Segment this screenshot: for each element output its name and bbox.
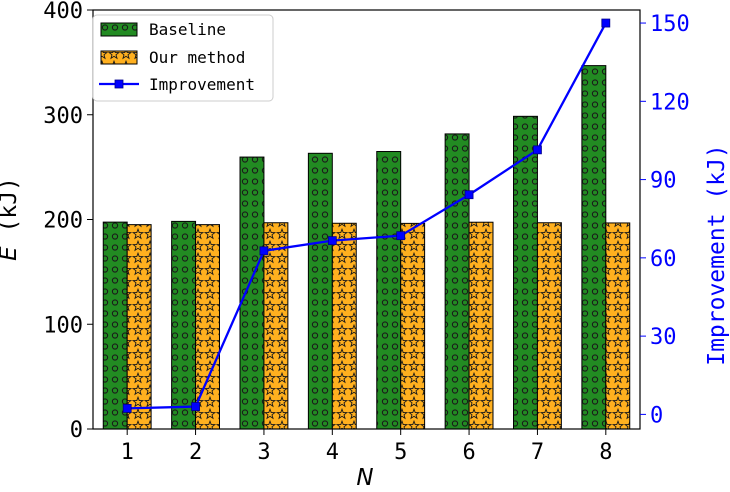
y2-tick-label: 60 bbox=[650, 247, 677, 272]
bar-hatch-baseline-6 bbox=[444, 133, 470, 430]
y-tick-label: 400 bbox=[43, 0, 83, 24]
improvement-point-2 bbox=[191, 402, 200, 411]
x-tick-label: 1 bbox=[121, 440, 134, 465]
bar-hatch-our-method-8 bbox=[605, 222, 631, 430]
bar-hatch-baseline-5 bbox=[376, 151, 402, 430]
y2-axis-label: Improvement (kJ) bbox=[704, 144, 730, 366]
bar-hatch-our-method-4 bbox=[331, 222, 357, 430]
legend-marker-improvement bbox=[114, 79, 124, 89]
bar-hatch-baseline-4 bbox=[307, 152, 333, 430]
improvement-line bbox=[127, 22, 607, 410]
y-tick-label: 300 bbox=[43, 104, 83, 129]
improvement-point-7 bbox=[533, 145, 542, 155]
bars-layer bbox=[102, 65, 631, 430]
x-tick-label: 2 bbox=[189, 440, 202, 465]
y2-tick-label: 150 bbox=[650, 12, 690, 37]
y2-tick-label: 0 bbox=[650, 403, 663, 428]
y-axis-label: E (kJ) bbox=[0, 177, 22, 261]
x-tick-label: 3 bbox=[257, 440, 270, 465]
bar-hatch-our-method-6 bbox=[468, 221, 494, 430]
x-tick-label: 6 bbox=[462, 440, 475, 465]
right-axis-ticks: 0 30 60 90 120 150 bbox=[640, 12, 690, 428]
legend-box bbox=[92, 14, 274, 102]
bar-hatch-our-method-7 bbox=[536, 222, 562, 430]
legend-label-baseline: Baseline bbox=[149, 20, 226, 39]
bar-hatch-baseline-3 bbox=[239, 156, 265, 430]
improvement-point-8 bbox=[601, 18, 611, 28]
x-tick-label: 4 bbox=[326, 440, 339, 465]
x-tick-label: 5 bbox=[394, 440, 407, 465]
bar-hatch-baseline-8 bbox=[581, 65, 607, 430]
y2-tick-label: 90 bbox=[650, 169, 677, 194]
y2-tick-label: 30 bbox=[650, 325, 677, 350]
bar-hatch-our-method-5 bbox=[400, 222, 426, 430]
left-axis-ticks: 0 100 200 300 400 bbox=[43, 0, 93, 443]
improvement-point-3 bbox=[259, 246, 269, 256]
legend-swatch-our-method-pattern bbox=[100, 50, 138, 65]
bar-hatch-baseline-2 bbox=[171, 220, 197, 430]
x-tick-label: 8 bbox=[599, 440, 612, 465]
bar-hatch-our-method-1 bbox=[126, 224, 152, 430]
improvement-point-4 bbox=[327, 236, 337, 246]
improvement-point-5 bbox=[396, 231, 406, 241]
y2-tick-label: 120 bbox=[650, 90, 690, 115]
y-tick-label: 100 bbox=[43, 313, 83, 338]
improvement-point-1 bbox=[122, 403, 132, 413]
legend: Baseline Our method Improvement bbox=[92, 14, 274, 102]
bottom-axis-ticks: 1 2 3 4 5 6 7 8 bbox=[121, 429, 612, 465]
x-axis-label: N bbox=[356, 465, 373, 491]
improvement-point-6 bbox=[464, 190, 474, 200]
x-tick-label: 7 bbox=[531, 440, 544, 465]
bar-hatch-baseline-1 bbox=[102, 221, 128, 430]
legend-label-improvement: Improvement bbox=[149, 75, 255, 94]
improvement-line-layer bbox=[122, 18, 611, 413]
y-tick-label: 200 bbox=[43, 209, 83, 234]
legend-swatch-baseline-pattern bbox=[100, 22, 138, 37]
y-tick-label: 0 bbox=[70, 418, 83, 443]
legend-label-our-method: Our method bbox=[149, 48, 245, 67]
